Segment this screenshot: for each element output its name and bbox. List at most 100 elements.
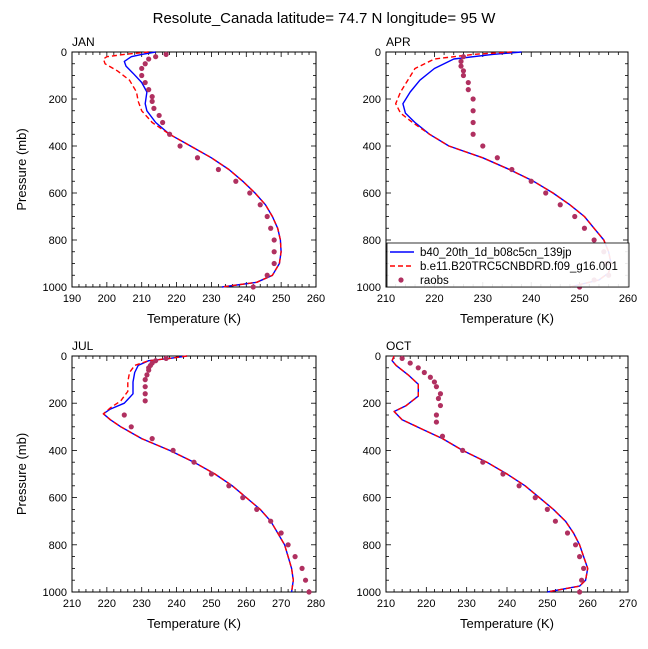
raobs-point	[532, 495, 538, 501]
x-tick-label: 210	[377, 598, 395, 610]
raobs-point	[581, 225, 588, 231]
raobs-point	[302, 577, 309, 583]
raobs-point	[572, 213, 578, 220]
x-tick-label: 230	[457, 598, 475, 610]
x-axis-label: Temperature (K)	[460, 616, 554, 631]
x-tick-label: 240	[167, 598, 185, 610]
x-tick-label: 250	[202, 598, 220, 610]
x-tick-label: 230	[202, 293, 220, 305]
x-axis-label: Temperature (K)	[147, 311, 241, 326]
raobs-point	[167, 131, 173, 137]
raobs-point	[163, 51, 169, 57]
raobs-point	[564, 530, 571, 536]
panel-label: JUL	[72, 339, 94, 353]
raobs-point	[591, 237, 597, 243]
legend-box	[386, 242, 630, 288]
raobs-point	[278, 530, 284, 536]
raobs-point	[306, 589, 312, 595]
raobs-point	[194, 155, 201, 161]
raobs-point	[407, 360, 413, 366]
x-tick-label: 210	[63, 598, 81, 610]
y-axis-label: Pressure (mb)	[14, 433, 29, 515]
raobs-point	[509, 166, 515, 173]
data-layer	[391, 355, 589, 595]
x-tick-label: 220	[425, 293, 443, 305]
raobs-point	[557, 202, 563, 208]
raobs-point	[191, 459, 197, 465]
raobs-point	[146, 367, 152, 373]
raobs-point	[142, 398, 148, 404]
x-tick-label: 250	[570, 293, 588, 305]
data-layer	[102, 51, 282, 290]
y-tick-label: 200	[49, 94, 67, 106]
raobs-point	[271, 237, 277, 243]
panel-jan: 190 200 210 220 230 240 250 260 0 200 400 600 800 100…	[14, 35, 325, 326]
raobs-point	[177, 143, 183, 149]
raobs-point	[528, 178, 534, 184]
y-tick-label: 600	[363, 493, 381, 505]
y-tick-label: 800	[49, 540, 67, 552]
raobs-point	[151, 105, 157, 111]
raobs-point	[271, 249, 277, 255]
raobs-point	[543, 190, 549, 196]
raobs-point	[516, 483, 522, 489]
x-tick-label: 220	[417, 598, 435, 610]
y-tick-label: 0	[61, 351, 67, 363]
plot-frame	[71, 355, 317, 593]
y-tick-label: 0	[61, 47, 67, 59]
raobs-point	[240, 495, 246, 501]
raobs-point	[552, 518, 559, 524]
raobs-point	[144, 372, 150, 378]
raobs-point	[254, 506, 260, 512]
raobs-point	[480, 143, 486, 149]
series-line-solid	[102, 355, 294, 593]
x-tick-label: 210	[377, 293, 395, 305]
raobs-point	[439, 433, 446, 439]
raobs-point	[250, 284, 256, 290]
raobs-point	[470, 96, 476, 102]
legend-label: raobs	[420, 275, 449, 287]
x-tick-label: 240	[522, 293, 540, 305]
plot-frame	[71, 51, 317, 288]
x-tick-label: 230	[474, 293, 492, 305]
raobs-point	[460, 72, 467, 79]
legend-marker	[398, 277, 404, 283]
y-tick-label: 1000	[357, 587, 381, 599]
x-tick-label: 190	[63, 293, 81, 305]
x-tick-label: 270	[272, 598, 290, 610]
panel-jul: 210 220 230 240 250 260 270 280 0 200 400 600 800 100…	[14, 339, 325, 631]
raobs-point	[160, 119, 166, 126]
y-tick-label: 800	[363, 540, 381, 552]
x-tick-label: 240	[237, 293, 255, 305]
raobs-point	[271, 260, 277, 267]
raobs-point	[215, 166, 221, 173]
x-tick-label: 230	[133, 598, 151, 610]
raobs-point	[149, 98, 155, 104]
raobs-point	[142, 384, 148, 390]
x-tick-label: 220	[98, 598, 116, 610]
y-tick-label: 400	[49, 445, 67, 457]
y-tick-label: 800	[363, 235, 381, 247]
raobs-point	[257, 202, 263, 208]
x-tick-label: 260	[619, 293, 637, 305]
raobs-point	[142, 391, 148, 397]
panel-label: APR	[386, 35, 411, 49]
legend-label: b.e11.B20TRC5CNBDRD.f09_g16.001	[420, 261, 618, 273]
raobs-point	[577, 589, 583, 595]
y-tick-label: 1000	[357, 282, 381, 294]
panel-label: OCT	[386, 339, 412, 353]
y-tick-label: 200	[363, 398, 381, 410]
raobs-point	[421, 369, 427, 376]
y-tick-label: 600	[49, 188, 67, 200]
raobs-point	[292, 554, 298, 560]
data-layer	[102, 355, 312, 595]
raobs-point	[146, 87, 152, 93]
raobs-point	[121, 412, 127, 418]
raobs-point	[399, 355, 405, 361]
y-tick-label: 600	[49, 493, 67, 505]
series-line-dashed	[395, 51, 612, 288]
raobs-point	[264, 213, 270, 220]
raobs-point	[170, 447, 176, 453]
raobs-point	[544, 506, 550, 512]
